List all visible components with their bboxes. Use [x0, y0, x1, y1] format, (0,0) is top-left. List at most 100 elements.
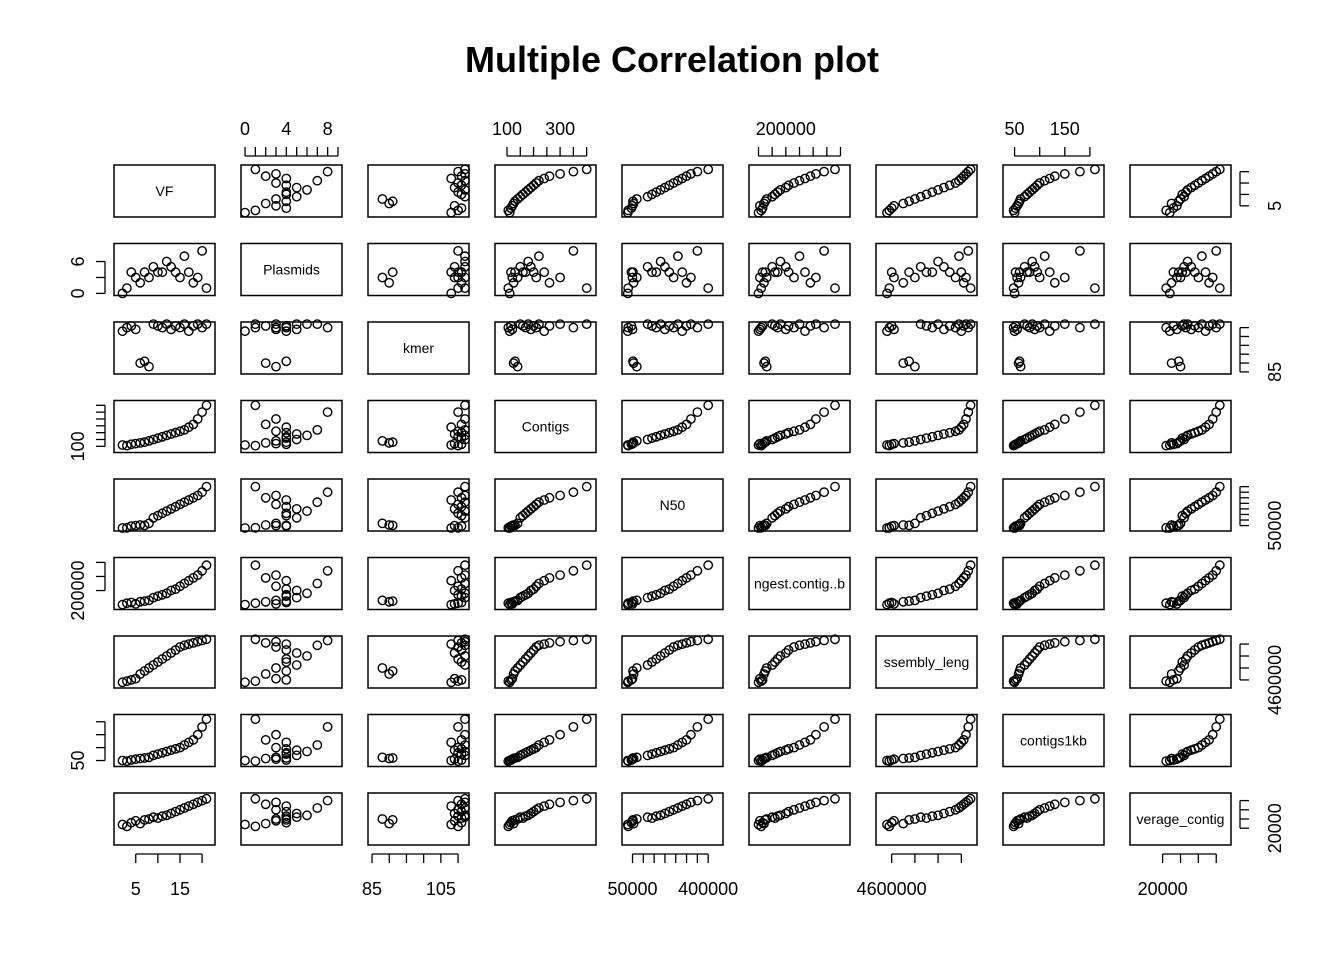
scatter-point	[1075, 795, 1085, 806]
scatter-point	[446, 801, 457, 811]
scatter-point	[655, 746, 666, 757]
panel-frame	[113, 556, 216, 611]
scatter-point	[271, 642, 281, 652]
scatter-point	[377, 272, 388, 283]
scatter-point	[387, 520, 398, 531]
scatter-point	[703, 714, 714, 725]
scatter-point	[271, 518, 281, 529]
tick-label: 100	[68, 431, 88, 461]
right-axis-VF: 5	[1239, 170, 1285, 211]
diagonal-label: contigs1kb	[1020, 733, 1087, 749]
scatter-point	[539, 801, 550, 811]
scatter-point	[281, 520, 292, 531]
panel-frame	[367, 556, 470, 611]
scatter-point	[281, 675, 292, 685]
scatter-point	[944, 744, 955, 754]
scatter-point	[1164, 755, 1175, 766]
scatter-point	[631, 194, 642, 204]
panel-frame	[240, 321, 343, 375]
scatter-point	[260, 799, 271, 810]
scatter-point	[1075, 487, 1085, 498]
scatter-point	[518, 813, 528, 823]
panel-contigs1kb-vs-contigs1kb: contigs1kb	[1002, 713, 1105, 768]
scatter-point	[179, 640, 190, 651]
scatter-point	[117, 288, 128, 299]
scatter-point	[755, 520, 765, 531]
panel-Contigs-vs-Assembly_length	[875, 399, 978, 454]
panel-Plasmids-vs-Assembly_length	[875, 242, 978, 299]
panel-frame	[494, 713, 597, 768]
scatter-point	[819, 635, 829, 646]
panel-frame	[367, 399, 470, 454]
scatter-point	[568, 795, 579, 806]
scatter-point	[933, 430, 943, 441]
scatter-point	[1039, 578, 1050, 589]
scatter-point	[800, 801, 810, 811]
scatter-point	[811, 797, 821, 808]
scatter-point	[170, 427, 181, 438]
tick-label: 50000	[1265, 501, 1285, 551]
scatter-point	[1214, 634, 1225, 645]
scatter-point	[664, 427, 675, 438]
panel-frame	[494, 792, 597, 846]
scatter-point	[677, 326, 688, 337]
scatter-point	[531, 742, 542, 753]
panel-frame	[1002, 713, 1105, 768]
scatter-point	[377, 518, 388, 529]
scatter-point	[886, 817, 897, 828]
scatter-point	[805, 320, 816, 331]
panel-frame	[367, 792, 470, 846]
scatter-point	[915, 261, 926, 272]
scatter-point	[965, 481, 976, 492]
scatter-point	[281, 817, 292, 828]
scatter-point	[655, 810, 666, 821]
scatter-point	[1019, 261, 1030, 272]
scatter-point	[1034, 804, 1045, 815]
scatter-point	[539, 575, 550, 586]
panel-contigs1kb-vs-Assembly_length	[875, 713, 978, 768]
scatter-point	[939, 745, 949, 756]
scatter-point	[281, 495, 292, 505]
scatter-point	[830, 400, 840, 411]
scatter-point	[453, 565, 463, 576]
panel-N50-vs-Longest.contig..bp.	[748, 478, 851, 533]
scatter-point	[647, 433, 657, 443]
scatter-point	[1172, 272, 1182, 283]
scatter-point	[510, 356, 520, 367]
scatter-point	[811, 168, 821, 179]
scatter-point	[898, 358, 909, 368]
scatter-point	[898, 277, 909, 288]
scatter-point	[944, 501, 955, 512]
scatter-point	[1161, 283, 1172, 293]
scatter-point	[1049, 171, 1060, 182]
scatter-point	[686, 414, 696, 424]
scatter-point	[915, 191, 926, 202]
scatter-point	[1090, 319, 1100, 329]
scatter-point	[884, 522, 895, 533]
scatter-point	[703, 319, 714, 329]
scatter-point	[555, 797, 565, 808]
scatter-point	[281, 196, 292, 207]
tick-label: 20000	[1138, 879, 1188, 899]
scatter-point	[677, 267, 688, 278]
scatter-point	[789, 272, 799, 283]
tick-label: 400000	[678, 879, 738, 899]
panel-contigs1kb-vs-N50	[621, 713, 724, 768]
scatter-point	[1090, 283, 1100, 293]
scatter-point	[240, 819, 250, 830]
scatter-point	[910, 814, 920, 824]
panel-frame	[367, 713, 470, 768]
scatter-point	[170, 744, 181, 754]
right-axis-Assembly_length: 4600000	[1239, 643, 1285, 715]
scatter-point	[770, 813, 780, 823]
scatter-point	[271, 804, 281, 815]
scatter-point	[761, 663, 772, 673]
scatter-point	[783, 806, 794, 817]
scatter-point	[122, 522, 132, 533]
scatter-point	[130, 324, 141, 335]
scatter-point	[805, 638, 816, 648]
scatter-point	[126, 675, 137, 685]
scatter-point	[387, 196, 398, 207]
scatter-point	[271, 322, 281, 333]
scatter-point	[1090, 793, 1100, 804]
